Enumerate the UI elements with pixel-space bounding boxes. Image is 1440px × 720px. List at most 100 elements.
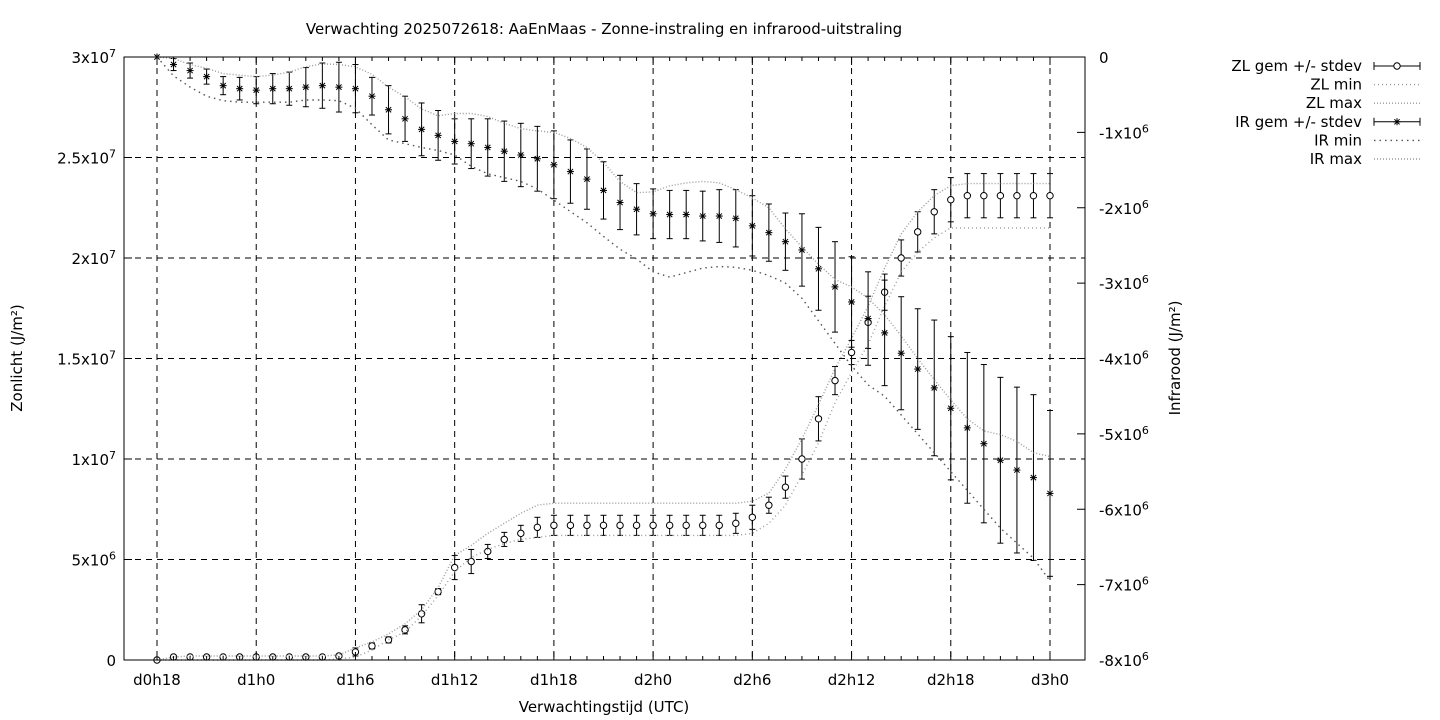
data-point <box>616 198 624 206</box>
data-point <box>318 82 326 90</box>
data-point <box>848 298 856 306</box>
data-point <box>814 415 823 423</box>
y-left-tick-label: 1x107 <box>71 449 116 469</box>
series-zl-min <box>157 227 1050 661</box>
data-point <box>814 265 822 273</box>
data-point <box>401 115 409 123</box>
legend-marker <box>1393 118 1401 126</box>
legend-label: IR gem +/- stdev <box>1235 113 1362 131</box>
data-point <box>566 521 575 530</box>
data-point <box>864 315 872 323</box>
data-point <box>533 155 541 163</box>
data-point <box>947 404 955 412</box>
data-point <box>401 626 409 634</box>
data-point <box>252 86 260 94</box>
data-point <box>980 440 988 448</box>
legend-entry: IR max <box>1310 150 1420 168</box>
data-point <box>682 211 690 219</box>
data-point <box>302 83 310 91</box>
data-point <box>930 208 938 216</box>
y-left-tick-label: 0 <box>106 652 116 670</box>
legend-marker <box>1393 62 1401 70</box>
data-point <box>285 85 293 93</box>
data-point <box>847 348 856 357</box>
y-left-tick-label: 2.5x107 <box>57 148 116 168</box>
data-point <box>633 205 641 213</box>
data-point <box>1013 191 1021 200</box>
series-line-ir-min <box>156 56 1051 582</box>
axes: d0h18 d1h0 d1h6 d1h12 d1h18 d2h0 d2h6 d2h12 d2h1… <box>57 47 1149 689</box>
data-point <box>500 147 508 155</box>
data-point <box>963 191 972 200</box>
data-point <box>897 349 905 357</box>
data-point <box>550 521 558 530</box>
y-left-tick-label: 5x106 <box>71 550 116 570</box>
data-point <box>1046 191 1054 200</box>
y-right-tick-label: -4x106 <box>1099 349 1149 369</box>
data-point <box>798 455 806 463</box>
series-line-zl-min <box>157 227 1050 661</box>
data-point <box>517 529 525 538</box>
data-point <box>384 636 393 644</box>
data-point <box>649 210 657 218</box>
x-tick-label: d1h6 <box>336 671 374 689</box>
x-tick-label: d2h0 <box>634 671 672 689</box>
data-point <box>732 519 740 528</box>
y-right-tick-label: 0 <box>1099 49 1109 67</box>
data-point <box>765 501 773 509</box>
legend-label: IR min <box>1314 131 1362 149</box>
data-point <box>632 521 641 530</box>
legend-entry: ZL gem +/- stdev <box>1231 57 1421 75</box>
data-point <box>484 143 492 151</box>
data-point <box>533 523 542 532</box>
data-point <box>996 456 1004 464</box>
data-point <box>1029 474 1037 482</box>
data-point <box>517 151 525 159</box>
data-point <box>335 83 343 91</box>
y-right-tick-label: -6x106 <box>1099 499 1149 519</box>
data-point <box>914 228 922 236</box>
series-ir-gem-stdev <box>153 53 1054 577</box>
y-right-tick-label: -1x106 <box>1099 122 1149 142</box>
data-point <box>980 191 988 200</box>
y-left-tick-label: 2x107 <box>71 248 116 268</box>
data-point <box>963 424 971 432</box>
data-point <box>236 85 244 93</box>
data-point <box>665 521 674 530</box>
data-point <box>765 229 773 237</box>
data-point <box>385 106 393 114</box>
data-point <box>203 73 211 81</box>
data-point <box>500 535 508 544</box>
data-point <box>583 175 591 183</box>
data-point <box>1046 489 1054 497</box>
data-point <box>186 67 194 75</box>
y-right-tick-label: -7x106 <box>1099 575 1149 595</box>
legend-label: ZL min <box>1310 76 1362 94</box>
data-point <box>715 521 723 530</box>
data-point <box>550 161 558 169</box>
x-tick-label: d0h18 <box>133 671 181 689</box>
y-axis-right-label: Infrarood (J/m²) <box>1166 301 1184 416</box>
legend-label: ZL gem +/- stdev <box>1231 57 1362 75</box>
x-tick-label: d2h18 <box>927 671 975 689</box>
legend-entry: ZL min <box>1310 76 1420 94</box>
chart-title: Verwachting 2025072618: AaEnMaas - Zonne… <box>306 20 902 38</box>
data-point <box>467 557 475 566</box>
data-point <box>219 82 227 90</box>
y-left-tick-label: 1.5x107 <box>57 349 116 369</box>
x-tick-label: d1h12 <box>431 671 479 689</box>
legend-label: ZL max <box>1306 94 1362 112</box>
data-point <box>715 212 723 220</box>
series-layer <box>153 53 1054 664</box>
data-point <box>418 125 426 133</box>
data-point <box>600 186 607 194</box>
data-point <box>450 563 459 572</box>
series-zl-gem-stdev <box>153 173 1054 664</box>
data-point <box>649 521 657 530</box>
grid <box>124 57 1085 660</box>
data-point <box>484 547 492 556</box>
data-point <box>930 384 938 392</box>
data-point <box>831 283 839 291</box>
